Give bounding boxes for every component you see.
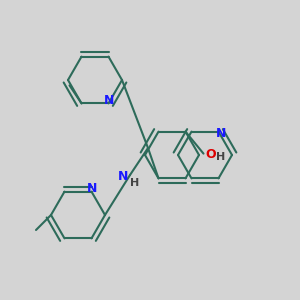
Text: N: N — [216, 127, 227, 140]
Text: N: N — [87, 182, 98, 195]
Text: N: N — [104, 94, 115, 107]
Text: O: O — [205, 148, 216, 161]
Text: H: H — [216, 152, 225, 162]
Text: H: H — [130, 178, 140, 188]
Text: N: N — [118, 170, 128, 184]
